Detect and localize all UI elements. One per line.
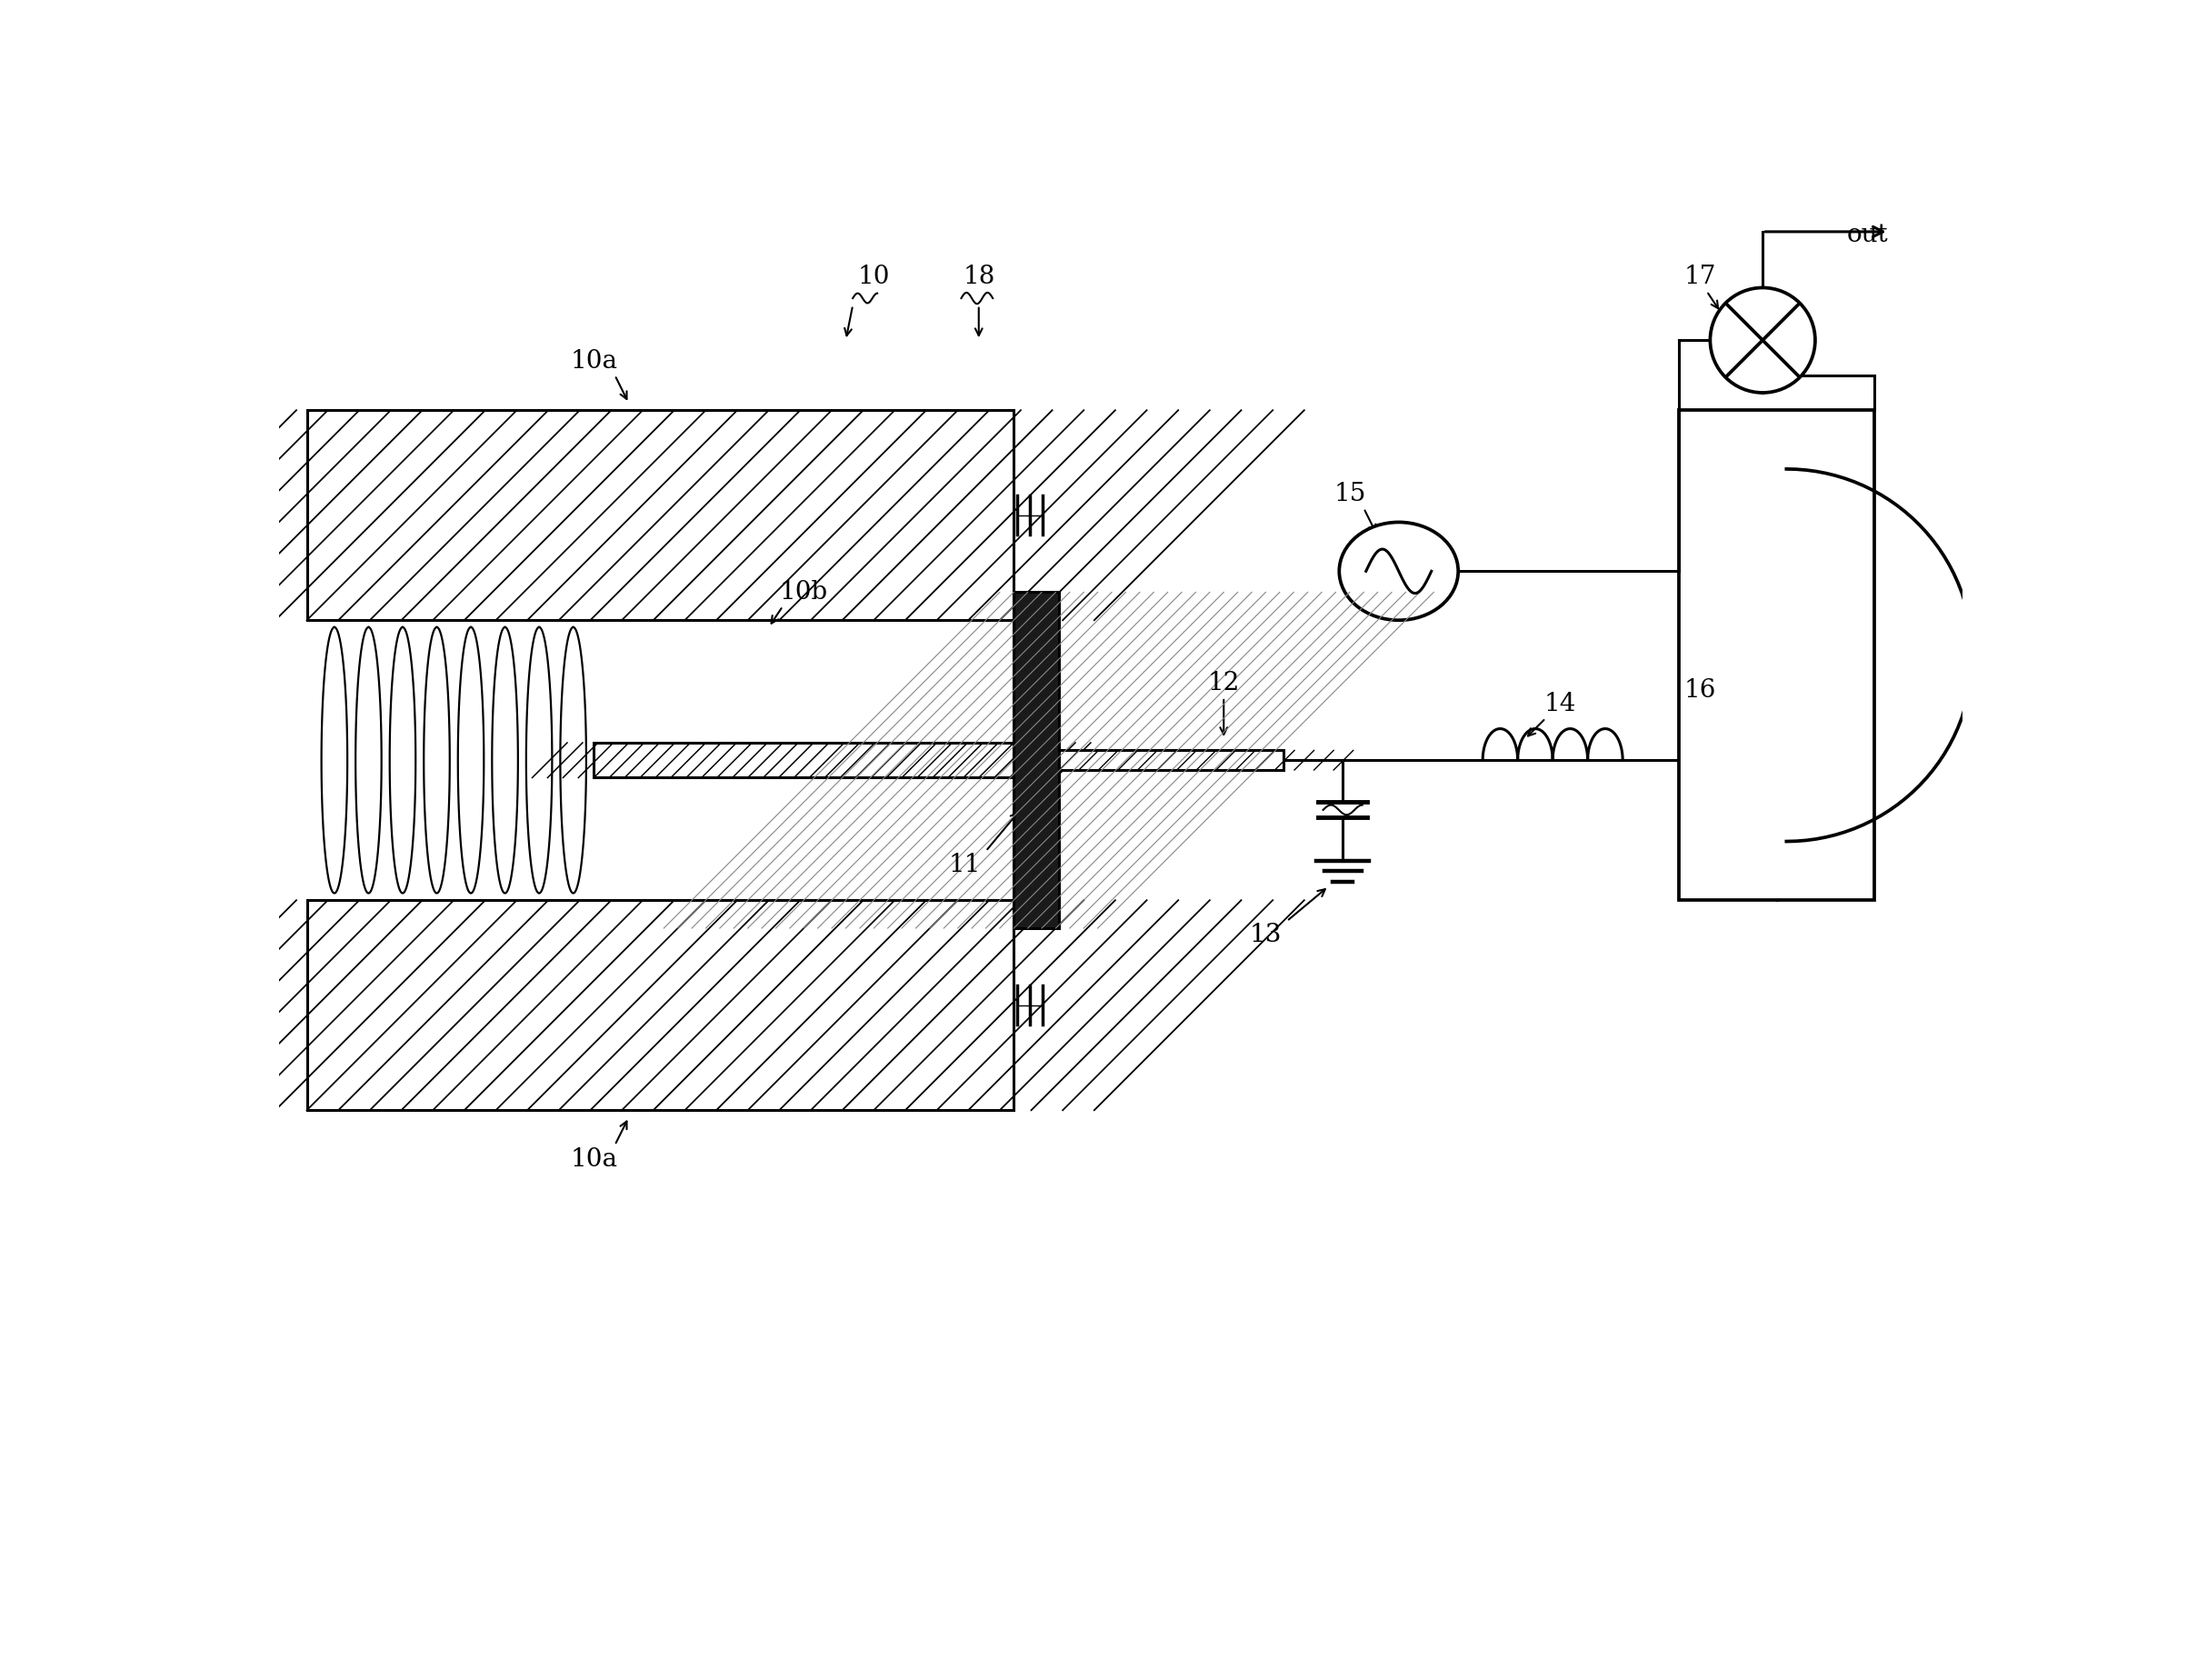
Bar [306,410,1015,620]
Text: 18: 18 [962,265,995,289]
Text: 14: 14 [1544,692,1577,716]
Text: 10a: 10a [571,349,617,373]
Text: 12: 12 [1207,670,1240,696]
Bar [1059,751,1284,769]
Text: 17: 17 [1684,265,1717,289]
Text: out: out [1846,223,1887,247]
Text: 10: 10 [857,265,890,289]
Ellipse shape [1338,522,1459,620]
Bar [1015,593,1059,927]
Bar [1680,410,1874,900]
Text: 11: 11 [949,853,982,877]
Text: 10a: 10a [571,1147,617,1171]
Text: 10b: 10b [779,580,829,605]
Text: 16: 16 [1684,679,1717,702]
Bar [595,743,1015,778]
Bar [306,900,1015,1110]
Text: 13: 13 [1249,922,1282,948]
Text: 15: 15 [1334,482,1367,506]
Circle shape [1710,287,1815,393]
